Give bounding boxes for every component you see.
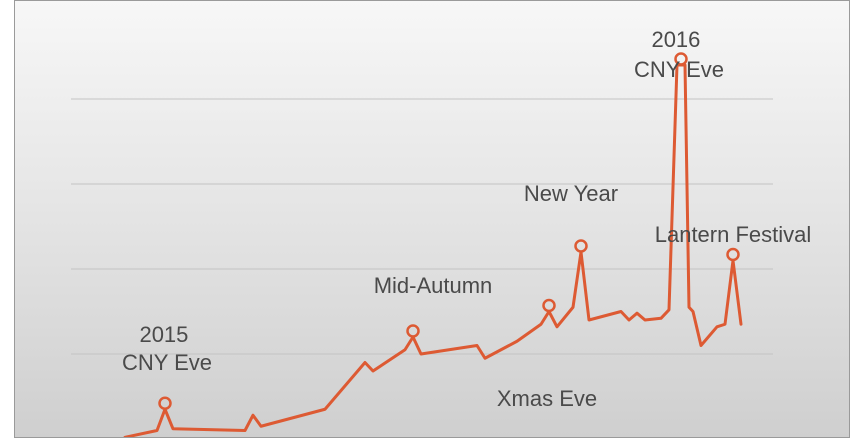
annotation-labels: 2015 CNY Eve Mid-Autumn Xmas Eve New Yea…: [122, 27, 811, 411]
annotation-new-year: New Year: [524, 181, 618, 206]
peak-marker: [542, 298, 556, 313]
annotation-2016-cny-eve: 2016 CNY Eve: [634, 27, 724, 82]
series-line: [123, 63, 743, 437]
peak-marker: [726, 247, 740, 262]
peak-marker: [158, 396, 172, 410]
annotation-lantern-festival: Lantern Festival: [655, 222, 812, 247]
peak-marker: [574, 239, 588, 253]
annotation-2015-cny-eve: 2015 CNY Eve: [122, 322, 212, 375]
chart-frame: 2015 CNY Eve Mid-Autumn Xmas Eve New Yea…: [14, 0, 850, 438]
annotation-mid-autumn: Mid-Autumn: [374, 273, 493, 298]
line-chart: 2015 CNY Eve Mid-Autumn Xmas Eve New Yea…: [71, 27, 811, 437]
peak-marker: [406, 324, 420, 338]
annotation-xmas-eve: Xmas Eve: [497, 386, 597, 411]
peak-markers: [158, 52, 740, 410]
peak-marker: [674, 52, 688, 66]
